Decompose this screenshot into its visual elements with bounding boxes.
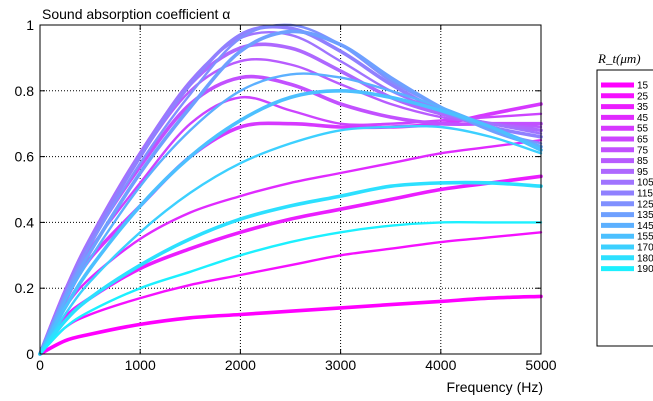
series-line-15	[38, 294, 543, 356]
legend: R_t(μm) 15253545556575859510511512513514…	[596, 51, 653, 347]
x-axis-label: Frequency (Hz)	[447, 379, 543, 395]
x-tick-label: 4000	[425, 357, 456, 373]
series-line-55	[38, 102, 543, 356]
series-line-45	[38, 139, 543, 356]
axis-ticks: 0 1000 2000 3000 4000 5000 0 0.2 0.4 0.6 0.8 1	[15, 17, 557, 373]
legend-label-85: 85	[637, 156, 649, 167]
series-line-180	[38, 180, 543, 356]
legend-label-35: 35	[637, 102, 649, 113]
y-tick-label: 1	[26, 17, 34, 33]
series-line-170	[38, 124, 543, 356]
y-tick-label: 0.8	[15, 83, 35, 99]
chart-title: Sound absorption coefficient α	[42, 6, 230, 22]
legend-label-125: 125	[637, 199, 653, 210]
legend-label-145: 145	[637, 221, 653, 232]
plot-frame	[39, 24, 542, 355]
x-tick-label: 2000	[225, 357, 256, 373]
legend-label-180: 180	[637, 253, 653, 264]
legend-label-105: 105	[637, 178, 653, 189]
legend-label-55: 55	[637, 124, 649, 135]
legend-items: 1525354555657585951051151251351451551701…	[601, 81, 653, 275]
series-lines	[38, 23, 543, 356]
y-tick-label: 0.4	[15, 214, 35, 230]
legend-label-45: 45	[637, 113, 649, 124]
legend-label-75: 75	[637, 145, 649, 156]
y-tick-label: 0.6	[15, 149, 35, 165]
legend-label-155: 155	[637, 232, 653, 243]
series-line-190	[38, 220, 543, 356]
series-line-155	[38, 89, 543, 356]
legend-label-25: 25	[637, 91, 649, 102]
x-tick-label: 3000	[325, 357, 356, 373]
x-tick-label: 0	[36, 357, 44, 373]
series-line-25	[38, 231, 543, 356]
legend-label-135: 135	[637, 210, 653, 221]
legend-label-65: 65	[637, 135, 649, 146]
y-tick-label: 0.2	[15, 280, 35, 296]
series-line-145	[38, 72, 543, 356]
legend-label-170: 170	[637, 243, 653, 254]
legend-label-15: 15	[637, 81, 649, 92]
legend-title: R_t(μm)	[597, 51, 641, 66]
legend-label-115: 115	[637, 189, 653, 200]
legend-label-95: 95	[637, 167, 649, 178]
legend-label-190: 190	[637, 264, 653, 275]
x-tick-label: 5000	[525, 357, 556, 373]
series-line-65	[38, 95, 543, 356]
x-tick-label: 1000	[125, 357, 156, 373]
y-tick-label: 0	[26, 346, 34, 362]
